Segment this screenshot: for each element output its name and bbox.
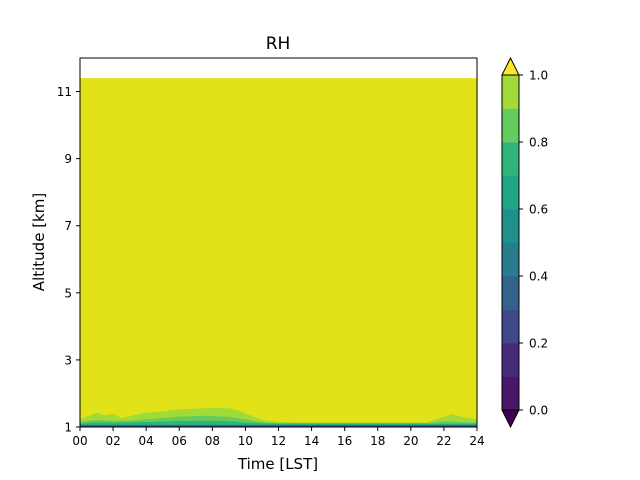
colorbar-segment (502, 209, 519, 243)
y-tick-label: 11 (57, 85, 72, 99)
x-tick-label: 08 (205, 434, 220, 448)
colorbar-tick-label: 0.8 (529, 136, 548, 150)
contour-band-rh-0.9-1.0 (80, 78, 477, 428)
colorbar: 0.0 0.2 0.4 0.6 0.8 1.0 (501, 56, 548, 429)
colorbar-extend-max (501, 56, 520, 76)
colorbar-tick-label: 0.6 (529, 203, 548, 217)
x-tick-label: 04 (139, 434, 154, 448)
colorbar-tick-label: 0.2 (529, 337, 548, 351)
colorbar-tick-label: 1.0 (529, 69, 548, 83)
x-tick-label: 20 (403, 434, 418, 448)
x-tick-label: 14 (304, 434, 319, 448)
x-tick-label: 16 (337, 434, 352, 448)
y-tick-label: 7 (64, 219, 72, 233)
colorbar-segment (502, 276, 519, 310)
x-tick-label: 18 (370, 434, 385, 448)
colorbar-outline (501, 75, 520, 410)
x-axis-label: Time [LST] (237, 455, 318, 473)
colorbar-segment (502, 343, 519, 377)
y-tick-label: 9 (64, 152, 72, 166)
colorbar-segment (502, 175, 519, 210)
y-tick-label: 3 (64, 353, 72, 367)
y-tick-label: 1 (64, 421, 72, 435)
y-axis: 1 3 5 7 9 11 (57, 85, 80, 435)
colorbar-extend-min (501, 409, 520, 429)
colorbar-tick-label: 0.0 (529, 404, 548, 418)
colorbar-segment (502, 309, 519, 344)
x-tick-label: 00 (72, 434, 87, 448)
colorbar-tick-label: 0.4 (529, 270, 548, 284)
colorbar-segment (502, 242, 519, 277)
y-axis-label: Altitude [km] (30, 193, 48, 291)
plot-area (79, 57, 478, 428)
chart-title: RH (266, 34, 291, 54)
x-tick-label: 10 (238, 434, 253, 448)
x-tick-label: 02 (105, 434, 120, 448)
x-tick-label: 24 (469, 434, 484, 448)
colorbar-segment (502, 75, 519, 109)
colorbar-segment (502, 108, 519, 143)
colorbar-segment (502, 142, 519, 176)
x-tick-label: 12 (271, 434, 286, 448)
contour-layer (79, 78, 478, 428)
y-tick-label: 5 (64, 286, 72, 300)
x-axis: 00 02 04 06 08 10 12 14 16 18 20 22 24 (72, 427, 485, 448)
x-tick-label: 06 (172, 434, 187, 448)
x-tick-label: 22 (436, 434, 451, 448)
colorbar-segment (502, 376, 519, 411)
